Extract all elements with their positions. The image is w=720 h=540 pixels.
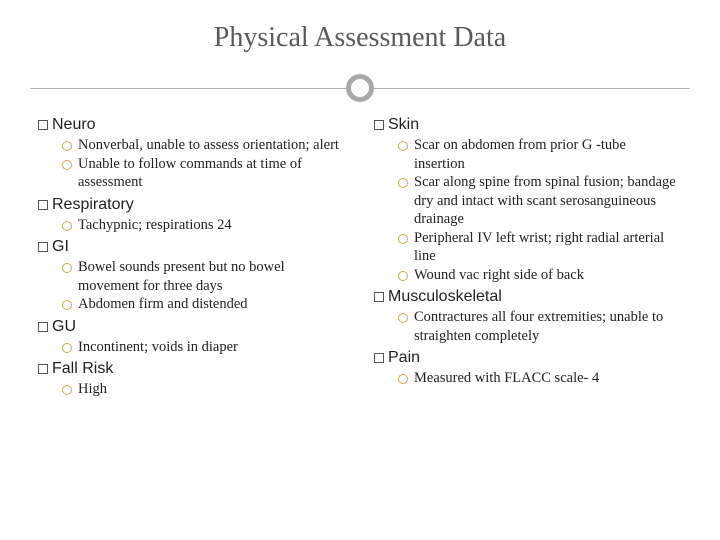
list-item: Measured with FLACC scale- 4 — [400, 369, 680, 388]
section-heading-skin: Skin — [374, 116, 680, 134]
checkbox-icon — [374, 292, 384, 302]
checkbox-icon — [38, 200, 48, 210]
checkbox-icon — [38, 242, 48, 252]
section-items: Measured with FLACC scale- 4 — [374, 369, 680, 388]
list-item: Wound vac right side of back — [400, 266, 680, 285]
checkbox-icon — [38, 364, 48, 374]
content-columns: Neuro Nonverbal, unable to assess orient… — [0, 114, 720, 403]
section-items: Bowel sounds present but no bowel moveme… — [38, 258, 344, 314]
list-item: Nonverbal, unable to assess orientation;… — [64, 136, 344, 155]
section-items: Incontinent; voids in diaper — [38, 338, 344, 357]
section-heading-fall-risk: Fall Risk — [38, 360, 344, 378]
divider-circle-icon — [346, 74, 374, 102]
list-item: Scar on abdomen from prior G -tube inser… — [400, 136, 680, 173]
section-label: Respiratory — [52, 196, 134, 213]
checkbox-icon — [374, 120, 384, 130]
list-item: Tachypnic; respirations 24 — [64, 216, 344, 235]
section-label: GI — [52, 238, 69, 255]
section-label: Fall Risk — [52, 360, 113, 377]
section-label: Skin — [388, 116, 419, 133]
list-item: Scar along spine from spinal fusion; ban… — [400, 173, 680, 229]
divider — [0, 72, 720, 104]
right-column: Skin Scar on abdomen from prior G -tube … — [374, 114, 680, 403]
section-heading-pain: Pain — [374, 349, 680, 367]
section-heading-gi: GI — [38, 238, 344, 256]
section-heading-musculoskeletal: Musculoskeletal — [374, 288, 680, 306]
checkbox-icon — [38, 322, 48, 332]
section-label: Musculoskeletal — [388, 288, 502, 305]
section-items: High — [38, 380, 344, 399]
list-item: High — [64, 380, 344, 399]
section-heading-respiratory: Respiratory — [38, 196, 344, 214]
checkbox-icon — [374, 353, 384, 363]
list-item: Unable to follow commands at time of ass… — [64, 155, 344, 192]
section-items: Tachypnic; respirations 24 — [38, 216, 344, 235]
section-items: Nonverbal, unable to assess orientation;… — [38, 136, 344, 192]
section-label: GU — [52, 318, 76, 335]
list-item: Bowel sounds present but no bowel moveme… — [64, 258, 344, 295]
list-item: Peripheral IV left wrist; right radial a… — [400, 229, 680, 266]
checkbox-icon — [38, 120, 48, 130]
section-label: Pain — [388, 349, 420, 366]
list-item: Abdomen firm and distended — [64, 295, 344, 314]
list-item: Incontinent; voids in diaper — [64, 338, 344, 357]
section-items: Contractures all four extremities; unabl… — [374, 308, 680, 345]
section-heading-gu: GU — [38, 318, 344, 336]
slide-title: Physical Assessment Data — [0, 0, 720, 72]
section-label: Neuro — [52, 116, 96, 133]
list-item: Contractures all four extremities; unabl… — [400, 308, 680, 345]
section-heading-neuro: Neuro — [38, 116, 344, 134]
section-items: Scar on abdomen from prior G -tube inser… — [374, 136, 680, 284]
left-column: Neuro Nonverbal, unable to assess orient… — [38, 114, 344, 403]
